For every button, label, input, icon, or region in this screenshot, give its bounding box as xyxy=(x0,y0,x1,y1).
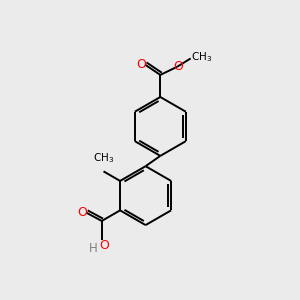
Text: O: O xyxy=(136,58,146,71)
Text: H: H xyxy=(89,242,98,255)
Text: CH$_3$: CH$_3$ xyxy=(191,50,212,64)
Text: O: O xyxy=(173,60,183,73)
Text: O: O xyxy=(99,239,109,252)
Text: CH$_3$: CH$_3$ xyxy=(93,151,114,165)
Text: O: O xyxy=(78,206,88,219)
